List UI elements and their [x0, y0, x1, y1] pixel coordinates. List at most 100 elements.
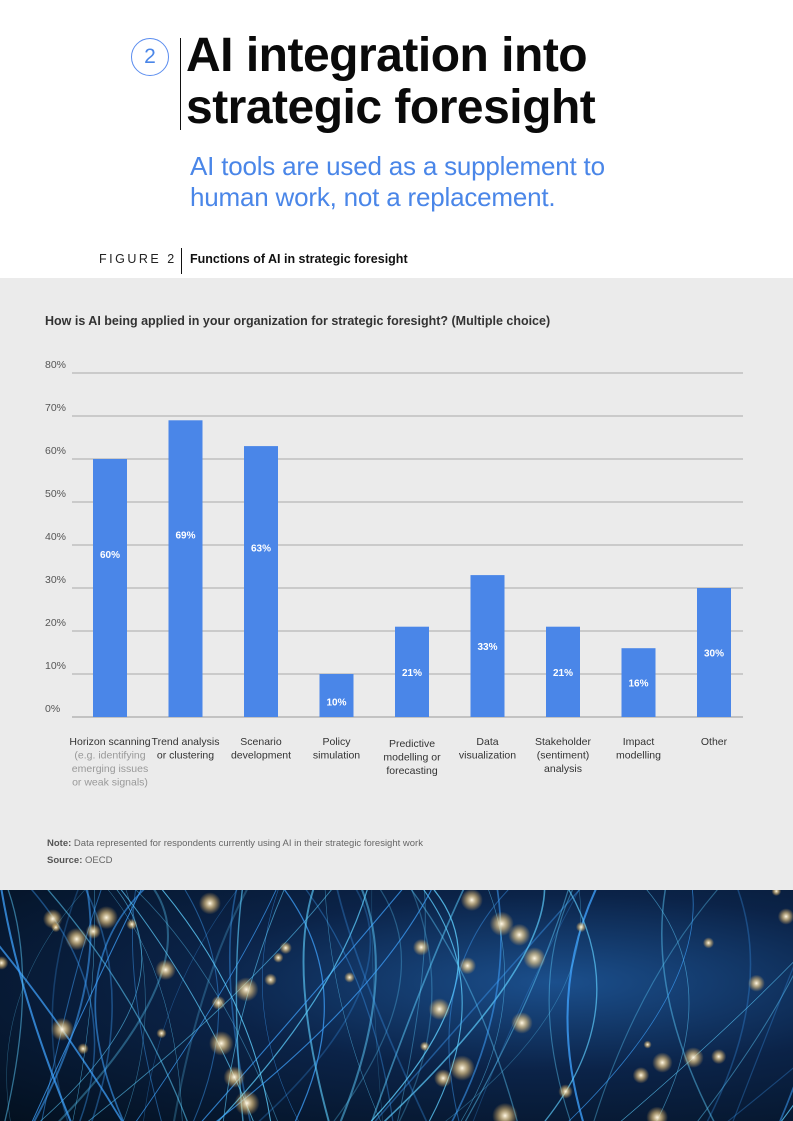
page-subtitle: AI tools are used as a supplement to hum… — [190, 151, 710, 213]
y-tick-label: 0% — [45, 703, 60, 715]
light-point — [85, 923, 101, 939]
fiber-strand — [6, 890, 86, 1121]
fiber-strand — [161, 890, 272, 1121]
fiber-strand — [460, 890, 506, 1121]
bar — [168, 420, 203, 717]
fiber-strand — [201, 890, 403, 1121]
fiber-strand — [410, 890, 518, 1121]
data-label: 21% — [553, 668, 573, 679]
light-point — [50, 1017, 74, 1041]
fiber-strand — [779, 1086, 793, 1121]
source-text: OECD — [85, 855, 113, 866]
fiber-strand — [706, 890, 752, 1121]
fiber-strand — [371, 890, 465, 1121]
bar — [697, 588, 731, 717]
fiber-strand — [0, 890, 72, 1121]
page-subtitle-line-2: human work, not a replacement. — [190, 182, 556, 212]
fiber-strand — [283, 890, 325, 1121]
x-category-label: (sentiment) — [537, 750, 590, 762]
light-point — [652, 1052, 673, 1073]
chart-notes: Note: Data represented for respondents c… — [47, 835, 423, 869]
light-point — [223, 1066, 246, 1088]
fiber-strand — [568, 890, 694, 1121]
bar-chart: 0% 10% 20% 30% 40% 50% 60% 70% 80% 60% Horizon sca… — [45, 359, 743, 789]
fiber-strand — [72, 890, 96, 1121]
fiber-strand — [697, 974, 793, 1121]
x-category-label: Data — [476, 736, 498, 748]
light-point — [209, 1031, 234, 1056]
fiber-strand — [620, 961, 793, 1121]
fiber-strand — [33, 890, 92, 1121]
x-category-label: Predictive — [389, 738, 435, 750]
x-category-label: modelling — [616, 750, 661, 762]
bar — [93, 459, 127, 717]
fiber-strand — [131, 890, 162, 1121]
page-title-line-2: strategic foresight — [186, 81, 596, 134]
light-point — [419, 1041, 430, 1052]
light-point — [643, 1040, 652, 1049]
fiber-strand — [451, 890, 502, 1121]
fiber-strand — [370, 890, 460, 1121]
fiber-strand — [732, 966, 793, 1121]
bar — [470, 575, 505, 717]
fiber-strand — [302, 890, 330, 1121]
fiber-strand — [262, 890, 299, 1121]
light-point — [747, 974, 765, 992]
x-category-label: (e.g. identifying — [74, 750, 145, 762]
figure-title: Functions of AI in strategic foresight — [190, 252, 408, 266]
light-point — [523, 947, 546, 970]
light-point — [234, 977, 259, 1002]
light-point — [42, 909, 63, 929]
light-point — [94, 905, 119, 930]
light-point — [777, 908, 793, 925]
x-category-label: simulation — [313, 750, 360, 762]
light-point — [65, 927, 88, 951]
fiber-strand — [780, 1104, 793, 1121]
section-number-badge: 2 — [131, 38, 169, 76]
x-category-label: Scenario — [240, 736, 282, 748]
bar — [319, 674, 354, 717]
light-point — [273, 952, 284, 963]
fiber-strand — [324, 890, 381, 1121]
light-point — [702, 937, 715, 949]
y-tick-label: 80% — [45, 359, 66, 371]
fiber-strand — [4, 890, 24, 1121]
light-point — [155, 959, 176, 981]
chart-panel — [0, 278, 793, 890]
light-point — [211, 995, 226, 1010]
light-point — [458, 957, 477, 975]
light-point — [344, 972, 355, 983]
fiber-strand — [184, 890, 220, 1121]
light-point — [511, 1012, 533, 1034]
light-point — [77, 1043, 89, 1055]
x-category-label: analysis — [544, 763, 582, 775]
light-point — [460, 890, 483, 912]
fiber-strand — [445, 890, 582, 1121]
data-label: 60% — [100, 550, 120, 561]
fiber-strand — [0, 945, 123, 1121]
data-label: 16% — [628, 679, 648, 690]
light-point — [492, 1102, 518, 1121]
fiber-strand — [544, 890, 598, 1121]
x-category-label: visualization — [459, 750, 516, 762]
light-point — [575, 921, 587, 933]
fiber-strand — [84, 890, 113, 1121]
x-category-label: Policy — [322, 736, 351, 748]
data-label: 63% — [251, 544, 271, 555]
fiber-strand — [135, 890, 277, 1121]
note-line: Note: Data represented for respondents c… — [47, 835, 423, 852]
figure-divider — [181, 248, 182, 274]
fiber-strand — [397, 890, 426, 1121]
x-category-label: Impact — [623, 736, 655, 748]
y-tick-label: 40% — [45, 531, 66, 543]
fiber-strand — [135, 890, 278, 1121]
fiber-strand — [51, 890, 79, 1121]
x-category-label: or weak signals) — [72, 777, 148, 789]
y-tick-label: 30% — [45, 574, 66, 586]
fiber-strand — [371, 890, 383, 1121]
chart-question: How is AI being applied in your organiza… — [45, 314, 551, 328]
data-label: 33% — [477, 642, 497, 653]
bar — [395, 626, 429, 717]
light-point — [434, 1069, 453, 1088]
light-point — [711, 1048, 727, 1065]
